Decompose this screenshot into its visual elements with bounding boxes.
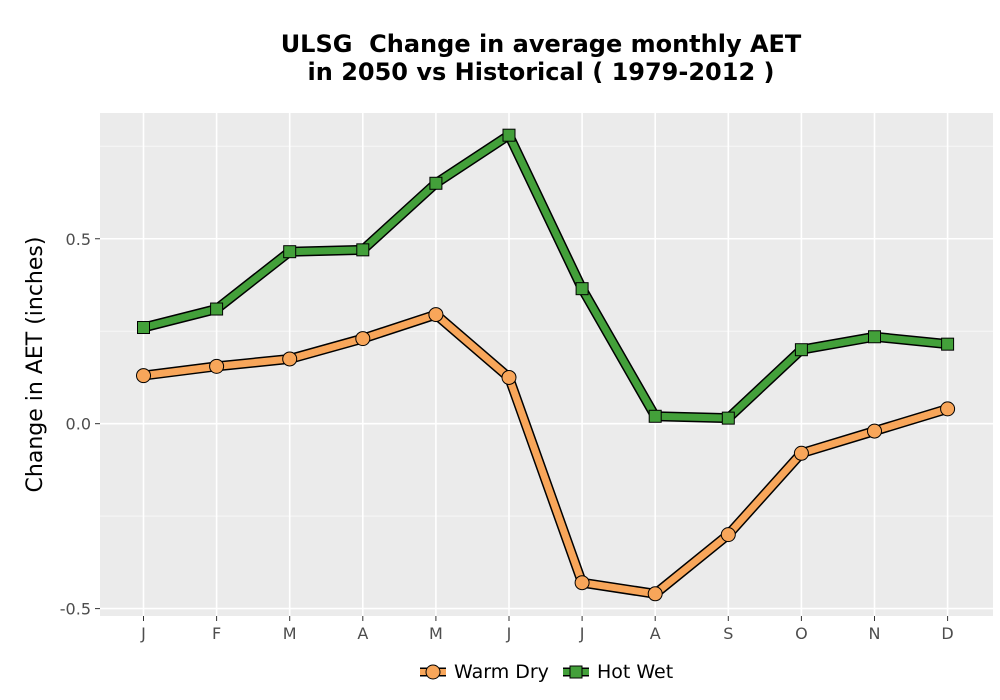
- y-axis-ticks: -0.5 0.0 0.5: [60, 230, 100, 619]
- x-tick-label: D: [941, 624, 953, 643]
- x-tick-label: S: [723, 624, 733, 643]
- legend: Warm Dry Hot Wet: [420, 660, 687, 684]
- x-tick-label: J: [140, 624, 146, 643]
- data-point-circle: [282, 351, 298, 367]
- line-chart: -0.5 0.0 0.5 J F M A M J J A S O N D Change in AET (i…: [23, 113, 993, 643]
- series-layer: [136, 128, 956, 602]
- x-tick-label: M: [283, 624, 297, 643]
- data-point-square: [868, 330, 881, 344]
- data-point-circle: [793, 445, 809, 461]
- data-point-square: [941, 337, 955, 351]
- chart-title-line-1: ULSG Change in average monthly AET: [280, 30, 802, 58]
- y-tick-label: 0.5: [66, 230, 91, 249]
- data-point-circle: [428, 307, 444, 323]
- data-point-circle: [574, 575, 590, 591]
- y-tick-label: -0.5: [60, 600, 91, 619]
- data-point-square: [794, 343, 808, 357]
- legend-item-hot-wet: Hot Wet: [562, 660, 674, 684]
- data-point-square: [356, 243, 370, 257]
- legend-key-square-icon: [562, 660, 589, 684]
- data-point-circle: [940, 401, 956, 417]
- data-point-circle: [720, 527, 736, 543]
- data-point-circle: [136, 368, 151, 384]
- data-point-square: [429, 176, 443, 190]
- series-line: [143, 311, 949, 598]
- x-tick-label: J: [579, 624, 585, 643]
- legend-key-circle-icon: [420, 660, 446, 684]
- x-tick-label: O: [795, 624, 808, 643]
- x-tick-label: F: [212, 624, 221, 643]
- data-point-square: [721, 411, 735, 425]
- data-point-square: [648, 409, 662, 423]
- x-tick-label: M: [429, 624, 443, 643]
- series-warm-dry: [136, 307, 956, 602]
- major-gridlines: [100, 113, 993, 616]
- x-tick-label: A: [650, 624, 661, 643]
- data-point-square: [210, 302, 224, 316]
- y-axis-label: Change in AET (inches): [23, 237, 48, 493]
- minor-gridlines: [100, 145, 993, 517]
- series-hot-wet: [137, 128, 955, 425]
- data-point-square: [502, 128, 516, 142]
- data-point-square: [283, 245, 297, 259]
- legend-label-hot-wet: Hot Wet: [596, 661, 674, 683]
- legend-item-warm-dry: Warm Dry: [420, 660, 549, 684]
- legend-label-warm-dry: Warm Dry: [454, 661, 549, 683]
- x-tick-label: A: [357, 624, 368, 643]
- chart-title: ULSG Change in average monthly AET in 20…: [0, 30, 1000, 86]
- data-point-circle: [501, 369, 517, 385]
- data-point-circle: [867, 423, 882, 439]
- data-point-circle: [647, 586, 663, 602]
- x-tick-label: N: [869, 624, 881, 643]
- data-point-square: [137, 321, 150, 335]
- y-tick-label: 0.0: [66, 415, 91, 434]
- data-point-circle: [209, 358, 225, 374]
- series-line: [142, 131, 948, 422]
- data-point-square: [575, 282, 589, 296]
- chart-title-line-2: in 2050 vs Historical ( 1979-2012 ): [307, 58, 775, 86]
- x-tick-label: J: [506, 624, 512, 643]
- data-point-circle: [355, 331, 371, 347]
